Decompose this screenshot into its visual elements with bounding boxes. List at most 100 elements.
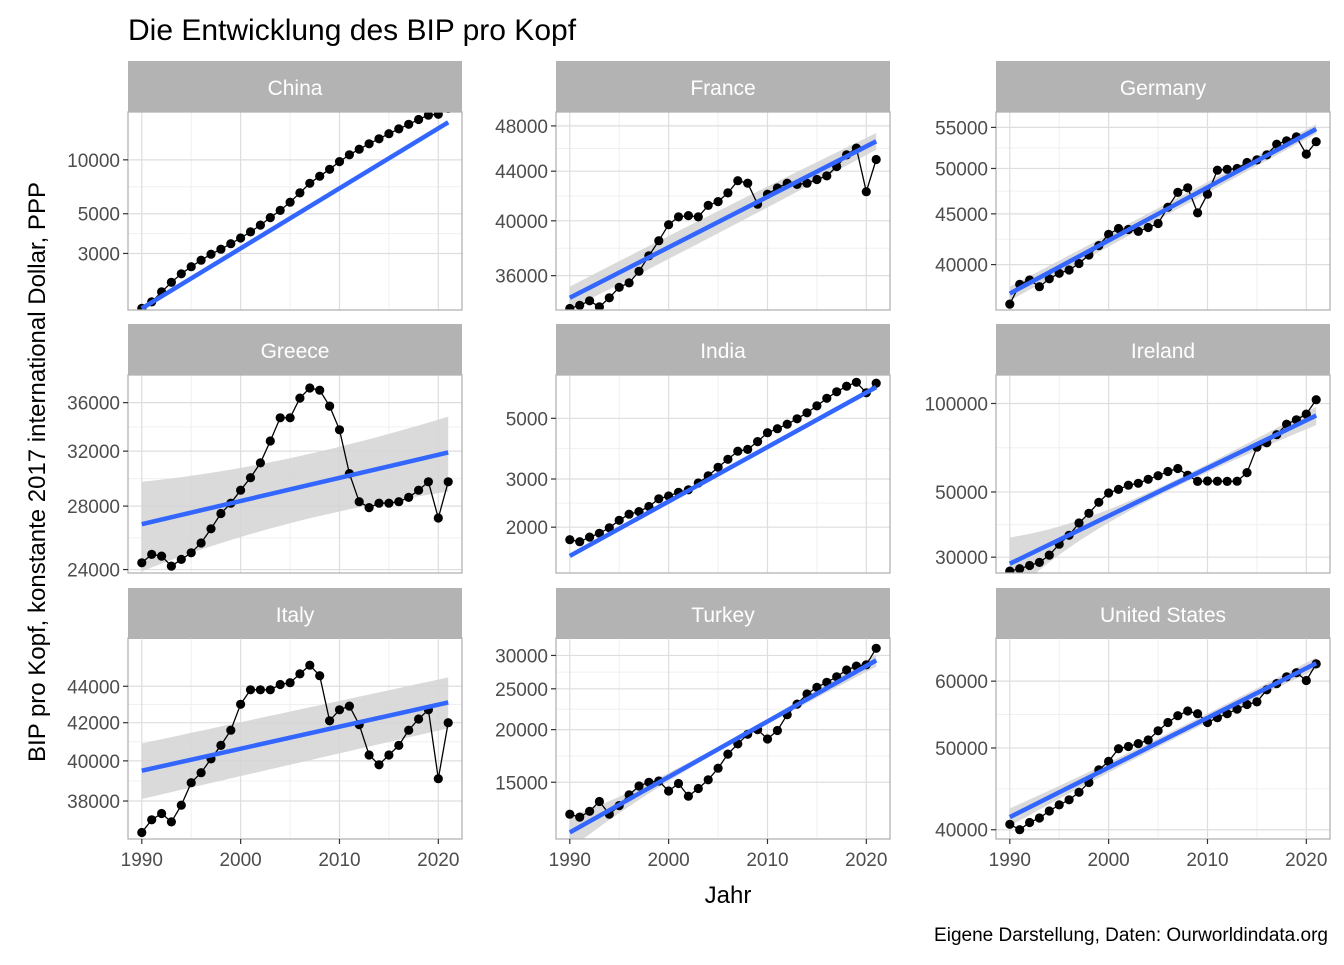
panel-border-germany <box>995 111 1331 311</box>
data-point <box>186 548 196 558</box>
y-tick-label: 42000 <box>67 714 120 735</box>
data-point <box>683 211 694 221</box>
strip-greece <box>128 324 462 375</box>
panel-greece: Greece 24000 28000 32000 36000 <box>67 324 463 582</box>
data-point <box>585 296 595 306</box>
data-point <box>1005 566 1015 573</box>
data-point <box>1212 165 1222 175</box>
y-tick-label: 50000 <box>935 739 988 760</box>
data-point <box>1153 218 1163 229</box>
data-point <box>1242 699 1252 710</box>
data-point <box>1094 497 1104 507</box>
fit-line-germany <box>1008 126 1318 296</box>
data-point <box>654 236 664 246</box>
data-point <box>176 554 186 565</box>
data-point <box>812 401 822 411</box>
data-point <box>1074 258 1084 269</box>
data-point <box>1123 480 1133 490</box>
data-point <box>723 454 733 464</box>
data-point <box>575 537 585 547</box>
data-point <box>762 428 773 438</box>
data-point <box>305 178 315 188</box>
y-tick-label: 25000 <box>495 680 548 701</box>
confidence-band-greece <box>141 416 449 572</box>
data-point <box>1153 726 1163 736</box>
strip-india <box>556 324 890 375</box>
data-point <box>166 817 176 827</box>
strip-label-united-states: United States <box>1100 604 1226 627</box>
x-tick-label: 1990 <box>549 850 591 871</box>
data-point <box>1301 675 1311 686</box>
y-tick-label: 36000 <box>67 394 120 415</box>
data-point <box>604 293 614 303</box>
data-point <box>265 685 275 695</box>
data-point <box>315 171 325 181</box>
data-point <box>1015 564 1025 573</box>
data-point <box>713 197 723 207</box>
confidence-band-ireland <box>1009 406 1317 573</box>
data-point <box>565 303 575 310</box>
data-point <box>1311 395 1321 405</box>
data-point <box>216 508 226 519</box>
data-point <box>1025 817 1035 828</box>
data-point <box>634 507 644 517</box>
data-point <box>245 473 256 483</box>
data-point <box>664 786 674 796</box>
data-point <box>861 187 871 197</box>
data-point <box>344 701 354 711</box>
data-point <box>565 809 575 819</box>
y-tick-label: 30000 <box>935 548 988 569</box>
data-point <box>792 414 802 424</box>
y-tick-label: 40000 <box>495 212 548 233</box>
data-point <box>585 806 595 816</box>
data-point <box>1044 274 1054 284</box>
panel-turkey: Turkey 15000 20000 25000 30000 1990 2000 2010 20… <box>495 588 891 871</box>
panel-border-united-states <box>995 637 1331 840</box>
plot-area-germany <box>996 112 1330 310</box>
data-point <box>414 114 424 125</box>
data-point <box>772 725 783 736</box>
data-point <box>822 393 832 403</box>
data-point <box>634 266 644 276</box>
plot-area-united-states <box>996 638 1330 839</box>
data-point <box>1143 735 1153 745</box>
data-point <box>364 139 374 149</box>
data-point <box>1301 149 1311 159</box>
fit-line-ireland <box>1008 413 1318 566</box>
data-point <box>1153 471 1163 481</box>
data-point <box>265 213 275 223</box>
data-point <box>713 763 723 773</box>
data-point <box>1034 557 1044 568</box>
data-point <box>733 176 743 186</box>
data-point <box>236 485 246 495</box>
y-tick-label: 2000 <box>506 518 548 539</box>
panel-china: China 3000 5000 10000 <box>67 61 463 311</box>
fit-line-china <box>140 120 450 310</box>
data-point <box>1034 813 1044 823</box>
data-point <box>176 269 186 279</box>
data-point <box>802 408 812 418</box>
data-point <box>285 197 295 207</box>
data-point <box>147 549 157 560</box>
y-tick-label: 40000 <box>935 256 988 277</box>
data-point <box>176 800 186 810</box>
data-point <box>216 740 226 751</box>
data-point <box>634 781 644 791</box>
y-axis-title: BIP pro Kopf, konstante 2017 internation… <box>24 182 51 762</box>
plot-area-ireland <box>996 375 1330 573</box>
data-point <box>433 774 443 784</box>
data-point <box>157 551 167 561</box>
data-point <box>703 775 713 785</box>
data-point <box>565 535 575 545</box>
data-point <box>1163 466 1173 477</box>
data-point <box>295 669 305 679</box>
data-point <box>443 477 453 487</box>
data-point <box>1143 222 1153 233</box>
data-point <box>614 515 624 525</box>
data-point <box>364 750 374 760</box>
data-point <box>1074 787 1084 797</box>
data-point <box>575 300 585 310</box>
data-point <box>423 477 433 487</box>
data-point <box>384 750 394 760</box>
data-point <box>762 734 773 744</box>
